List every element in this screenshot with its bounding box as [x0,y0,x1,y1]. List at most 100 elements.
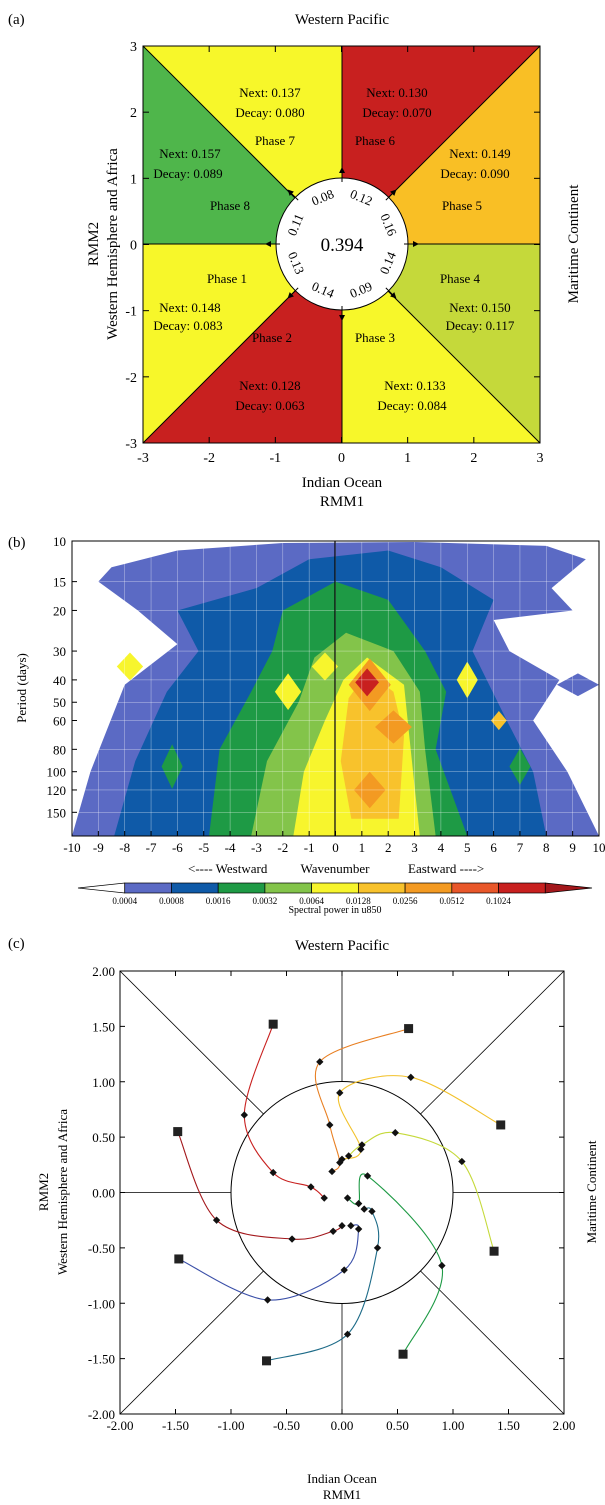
colorbar-tick-label: 0.0128 [346,896,371,906]
phase-boundary-line [420,970,565,1115]
x-tick-label: -2 [277,840,288,855]
colorbar-tick-label: 0.0256 [393,896,418,906]
panel-b: (b) -10 -9 -8 -7 -6 -5 -4 -3 -2 -1 0 1 2 3 4 5 6 7 8 9 10101… [8,534,605,916]
y-tick-label: -2.00 [88,1407,115,1422]
y-tick-label: 30 [53,644,66,659]
circle-arrow-head [287,292,294,299]
trajectory-line-5 [347,1173,444,1355]
trajectory-start-marker [174,1254,184,1264]
x-tick-label: 2 [385,840,392,855]
y-tick-label: 100 [47,765,67,780]
y-tick-label: 80 [53,742,66,757]
trajectory-point-marker [368,1207,376,1216]
x-tick-label: 6 [490,840,497,855]
trajectory-point-marker [288,1235,296,1243]
x-tick-label: -6 [172,840,183,855]
phase-6-name-label: Phase 6 [355,133,396,148]
contour-peak-red [355,668,379,697]
y-tick-label: 1.50 [92,1019,115,1034]
colorbar-tick-label: 0.0008 [159,896,184,906]
trajectory-point-marker [354,1199,363,1208]
panel-c-xlabel-region: Indian Ocean [307,1471,377,1486]
panel-c-top-label: Western Pacific [295,938,390,954]
trajectory-line-2 [314,1028,409,1172]
panel-b-colorbar: 0.0004 0.0008 0.0016 0.0032 0.0064 0.0128 0.02… [77,882,593,906]
panel-c-right-label: Maritime Continent [584,1140,599,1243]
panel-a-label: (a) [8,12,25,28]
panel-c: (c) Western Pacific -2.00 -1.50 -1.00 -0.50… [8,936,599,1502]
phase-6-next-label: Next: 0.130 [366,85,427,100]
y-tick-label: 120 [47,783,67,798]
y-tick-label: 40 [53,673,66,688]
x-tick-label: 0.50 [386,1418,409,1433]
colorbar-tick-label: 0.0032 [253,896,278,906]
panel-b-colorbar-title: Spectral power in u850 [288,905,381,916]
x-tick-label: -1 [269,451,281,466]
phase-2-name-label: Phase 2 [252,330,292,345]
colorbar-segment [124,882,172,894]
y-tick-label: -2 [125,371,137,386]
trajectory-line-6 [266,1207,380,1362]
x-tick-label: 4 [438,840,445,855]
phase-7-decay-label: Decay: 0.080 [235,105,304,120]
phase-2-decay-label: Decay: 0.063 [235,398,304,413]
trajectory-start-marker [404,1024,414,1034]
circle-arrow-head [265,241,271,247]
panel-a: (a) Western Pacific -3 -2 -1 0 1 2 3 -3 -2 -1 0 1 2 3… [8,12,582,510]
y-tick-label: 10 [53,534,66,549]
colorbar-segment [264,882,312,894]
panel-c-label: (c) [8,936,25,952]
circle-arrow-head [339,315,345,321]
trajectory-point-marker [407,1073,415,1081]
y-tick-label: 60 [53,714,66,729]
x-tick-label: -2 [203,451,215,466]
contour-feature [161,744,183,789]
x-tick-label: 9 [569,840,576,855]
trajectory-point-marker [240,1111,248,1119]
x-tick-label: 1.50 [497,1418,520,1433]
trajectory-point-marker [438,1261,446,1270]
panel-a-xlabel-rmm1: RMM1 [320,494,364,510]
phase-3-name-label: Phase 3 [355,330,395,345]
panel-c-ylabel-rmm2: RMM2 [36,1173,51,1211]
panel-a-axis-ticks: -3 -2 -1 0 1 2 3 -3 -2 -1 0 1 2 3 [125,40,543,466]
y-tick-label: -1.50 [88,1352,115,1367]
unit-circle [230,1081,454,1304]
trajectory-line-7 [178,1224,360,1301]
phase-boundary-line [119,1270,264,1415]
x-tick-label: -5 [198,840,209,855]
trajectory-point-marker [360,1205,368,1213]
x-tick-label: -3 [251,840,262,855]
trajectory-start-marker [173,1127,183,1137]
colorbar-segment [217,882,266,894]
phase-4-decay-label: Decay: 0.117 [446,318,515,333]
x-tick-label: 1.00 [442,1418,465,1433]
trajectory-point-marker [354,1225,363,1233]
panel-c-xlabel-rmm1: RMM1 [323,1487,361,1502]
colorbar-segment [404,882,453,894]
colorbar-tick-label: 0.0016 [206,896,231,906]
panel-a-center-value: 0.394 [321,235,364,256]
contour-peak-orange [375,710,412,744]
panel-b-xlabel-westward: <---- Westward [188,861,268,876]
y-tick-label: 50 [53,695,66,710]
contour-feature [116,652,144,681]
panel-b-xlabel: Wavenumber [301,861,371,876]
y-tick-label: -3 [125,437,137,452]
panel-b-ylabel: Period (days) [14,653,29,723]
phase-5-next-label: Next: 0.149 [449,146,510,161]
phase-1-name-label: Phase 1 [207,271,247,286]
panel-a-ylabel-rmm2: RMM2 [86,222,102,266]
trajectory-start-marker [496,1120,506,1130]
phase-8-name-label: Phase 8 [210,198,250,213]
x-tick-label: 10 [593,840,605,855]
colorbar-segment [451,882,499,894]
x-tick-label: 2 [470,451,477,466]
y-tick-label: -1.00 [88,1296,115,1311]
colorbar-tick-label: 0.0064 [299,896,324,906]
trajectory-line-1 [243,1023,325,1199]
x-tick-label: -1.50 [162,1418,189,1433]
y-tick-label: 0 [130,239,137,254]
contour-feature [311,652,339,681]
phase-5-name-label: Phase 5 [442,198,482,213]
